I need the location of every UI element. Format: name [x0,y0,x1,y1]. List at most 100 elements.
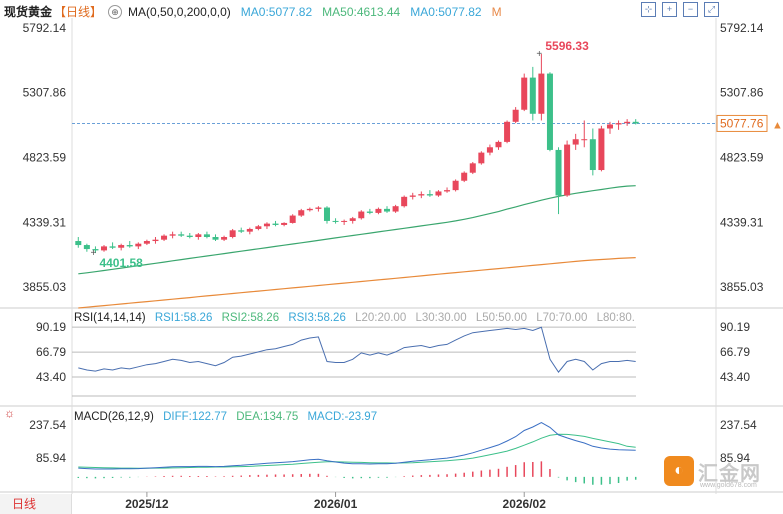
candle-body [135,243,142,247]
price-tick-left: 5307.86 [23,86,67,100]
candle-body [323,207,330,221]
candle-body [118,245,125,248]
candle-body [246,228,253,232]
ma50-value: MA50:4613.44 [322,4,401,19]
macd-value: MACD:-23.97 [307,411,378,423]
candle-body [486,147,493,153]
price-tick-right: 3855.03 [720,280,764,294]
rsi1-value: RSI1:58.26 [154,312,213,324]
candle-body [521,77,528,110]
zoom-in-icon[interactable]: + [662,2,677,17]
candle-body [538,73,545,114]
macd-tick-left: 85.94 [36,451,66,465]
macd-settings-icon: ☼ [4,406,15,420]
candle-body [203,234,210,238]
logo-name: 汇金网 [698,462,761,485]
ma-params[interactable]: MA(0,50,0,200,0,0) [128,4,231,19]
rsi-tick-right: 66.79 [720,345,750,359]
candle-body [263,223,270,227]
candle-body [281,222,288,225]
x-tick-label: 2026/01 [314,497,358,511]
high-label: 5596.33 [545,39,589,53]
rsi-tick-left: 66.79 [36,345,66,359]
price-tick-left: 4339.31 [23,215,67,229]
candle-body [221,237,228,240]
rsi-l80: L80:80. [596,312,635,324]
chart-header: 现货黄金 【日线】 ⊕ MA(0,50,0,200,0,0) MA0:5077.… [4,3,502,20]
macd-legend: MACD(26,12,9) DIFF:122.77 DEA:134.75 MAC… [74,411,377,423]
toolbar: ⊹ + − ⤢ [641,2,719,17]
candle-body [452,180,459,191]
candle-body [606,124,613,129]
candle-body [109,246,116,248]
candle-body [238,230,245,232]
candle-body [409,195,416,197]
ma50-line [78,185,636,275]
crosshair-icon[interactable]: ⊹ [641,2,656,17]
candle-body [186,235,193,238]
rsi-l20: L20:20.00 [355,312,407,324]
price-tick-left: 4823.59 [23,150,67,164]
candle-body [366,211,373,213]
x-tick-label: 2025/12 [125,497,169,511]
candle-body [495,141,502,148]
candle-body [529,77,536,114]
candle-body [92,249,99,251]
rsi-tick-right: 43.40 [720,370,750,384]
candle-body [624,121,631,124]
more-indicator[interactable]: M [491,4,502,19]
candle-body [581,139,588,141]
macd-tick-right: 85.94 [720,451,750,465]
candle-body [161,235,168,240]
candle-body [341,220,348,222]
candle-body [435,191,442,196]
candle-body [444,190,451,192]
current-price-box [716,114,768,132]
candle-body [418,194,425,196]
rsi3-value: RSI3:58.26 [288,312,346,324]
candle-body [298,210,305,216]
candle-body [632,121,639,124]
candle-body [255,226,262,229]
candle-body [512,109,519,122]
instrument-title[interactable]: 现货黄金 [4,5,53,19]
candle-body [504,121,511,142]
settings-icon[interactable]: ⊕ [108,4,123,19]
candle-body [101,246,108,251]
candle-body [589,139,596,171]
period-label[interactable]: 【日线】 [54,5,103,19]
candle-body [546,73,553,150]
price-tick-right: 4823.59 [720,150,764,164]
rsi-line [78,326,636,373]
current-price-label: 5077.76 [720,116,764,130]
ma0-value: MA0:5077.82 [240,4,313,19]
zoom-out-icon[interactable]: − [683,2,698,17]
fullscreen-icon[interactable]: ⤢ [704,2,719,17]
candle-body [315,207,322,209]
low-marker: + [90,248,96,259]
candle-body [469,163,476,173]
rsi-params[interactable]: RSI(14,14,14) [74,312,146,324]
candle-body [212,237,219,240]
rsi-l30: L30:30.00 [415,312,467,324]
candle-body [152,239,159,242]
candle-body [169,234,176,236]
rsi-tick-right: 90.19 [720,320,750,334]
candle-body [384,208,391,212]
candle-body [332,220,339,222]
macd-params[interactable]: MACD(26,12,9) [74,411,154,423]
macd-tick-right: 237.54 [720,418,757,432]
price-tick-right: 4339.31 [720,215,764,229]
dea-value: DEA:134.75 [236,411,299,423]
candle-body [564,144,571,196]
candle-body [375,208,382,213]
logo-icon: ◐ [664,456,694,486]
candle-body [555,149,562,196]
price-tick-right: 5792.14 [720,21,764,35]
period-tab[interactable]: 日线 [0,494,72,514]
price-tick-left: 5792.14 [23,21,67,35]
rsi-l50: L50:50.00 [475,312,527,324]
rsi2-value: RSI2:58.26 [221,312,280,324]
candle-body [615,123,622,125]
